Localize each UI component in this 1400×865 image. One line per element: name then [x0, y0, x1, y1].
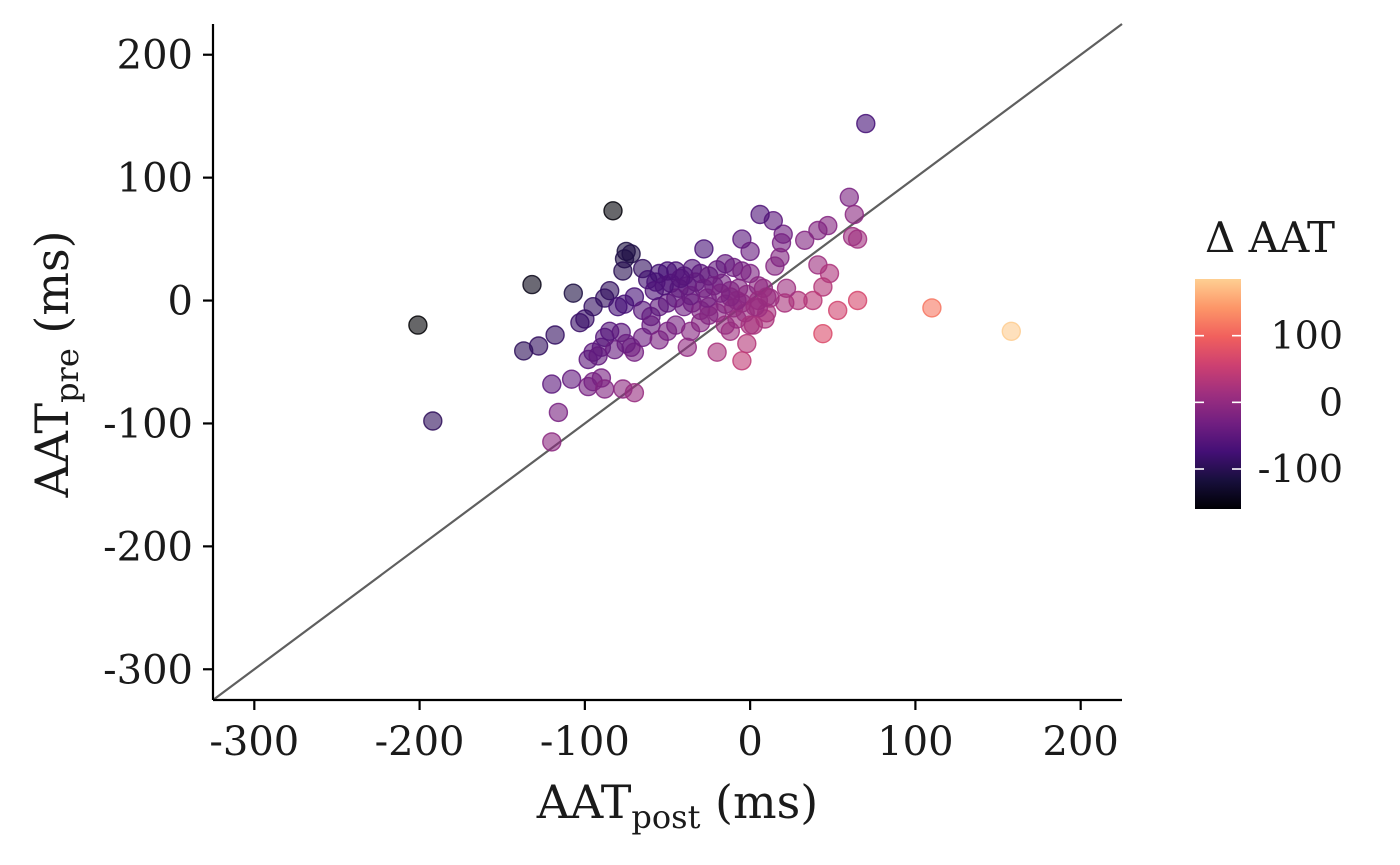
data-point — [680, 285, 701, 306]
x-tick-label: 0 — [737, 719, 762, 765]
x-tick-label: 200 — [1043, 719, 1119, 765]
colorbar-tick-label: 100 — [1270, 314, 1343, 358]
data-point — [677, 337, 697, 357]
legend-title: Δ AAT — [1205, 213, 1335, 262]
x-tick-label: -300 — [209, 719, 299, 765]
data-point — [922, 298, 942, 318]
y-tick-label: -200 — [103, 524, 193, 570]
data-point — [707, 342, 727, 362]
data-point — [808, 220, 828, 241]
y-axis-title: AATpre (ms) — [25, 230, 86, 498]
data-point — [842, 226, 863, 247]
x-tick-label: -100 — [540, 719, 630, 765]
data-point — [588, 346, 608, 366]
data-point — [732, 351, 752, 371]
colorbar — [1195, 279, 1241, 509]
data-point — [600, 281, 620, 301]
plot-area — [212, 23, 1123, 701]
data-point — [770, 247, 790, 268]
x-tick-label: 100 — [877, 719, 953, 765]
data-point — [603, 201, 623, 221]
axes: -300 -200 -100 0 100 200 -300 -200 -100 0 100 200 AA… — [25, 24, 1122, 836]
data-point — [654, 276, 674, 296]
data-point — [757, 287, 777, 307]
data-point — [528, 336, 549, 356]
y-tick-label: 100 — [117, 156, 193, 202]
data-point — [671, 268, 691, 289]
data-point — [563, 283, 583, 303]
data-point — [847, 290, 868, 311]
y-tick-label: -300 — [103, 647, 193, 693]
colorbar-tick-label: 0 — [1319, 380, 1343, 424]
color-legend: Δ AAT 100 0 -100 — [1195, 213, 1343, 509]
data-point — [542, 374, 562, 394]
data-point — [737, 333, 757, 354]
data-point — [839, 187, 859, 208]
data-point — [813, 277, 833, 297]
data-point — [641, 315, 661, 335]
data-point — [828, 300, 848, 321]
data-point — [423, 411, 443, 431]
data-point — [522, 274, 542, 295]
data-point — [750, 204, 770, 225]
data-point — [740, 241, 760, 262]
colorbar-tick-label: -100 — [1258, 447, 1343, 491]
y-tick-label: 0 — [168, 279, 193, 325]
data-point — [856, 113, 876, 134]
data-point — [1001, 321, 1021, 341]
data-point — [542, 432, 562, 452]
data-point — [548, 402, 569, 423]
data-point — [699, 305, 719, 325]
x-tick-label: -200 — [375, 719, 465, 765]
identity-line — [212, 23, 1123, 701]
data-point — [624, 383, 645, 403]
data-point — [561, 369, 582, 389]
data-point — [694, 239, 714, 259]
data-point — [813, 324, 833, 344]
data-point — [545, 325, 565, 345]
data-point — [616, 333, 636, 354]
y-tick-label: 200 — [117, 33, 193, 79]
data-point — [613, 261, 633, 281]
x-axis-title: AATpost (ms) — [536, 775, 818, 836]
data-point — [710, 283, 731, 303]
y-tick-label: -100 — [103, 401, 193, 447]
data-point — [844, 204, 864, 225]
points-layer — [408, 113, 1021, 452]
data-point — [715, 315, 735, 335]
data-point — [740, 315, 760, 335]
data-point — [595, 379, 615, 399]
data-point — [795, 230, 815, 251]
data-point — [408, 315, 428, 335]
